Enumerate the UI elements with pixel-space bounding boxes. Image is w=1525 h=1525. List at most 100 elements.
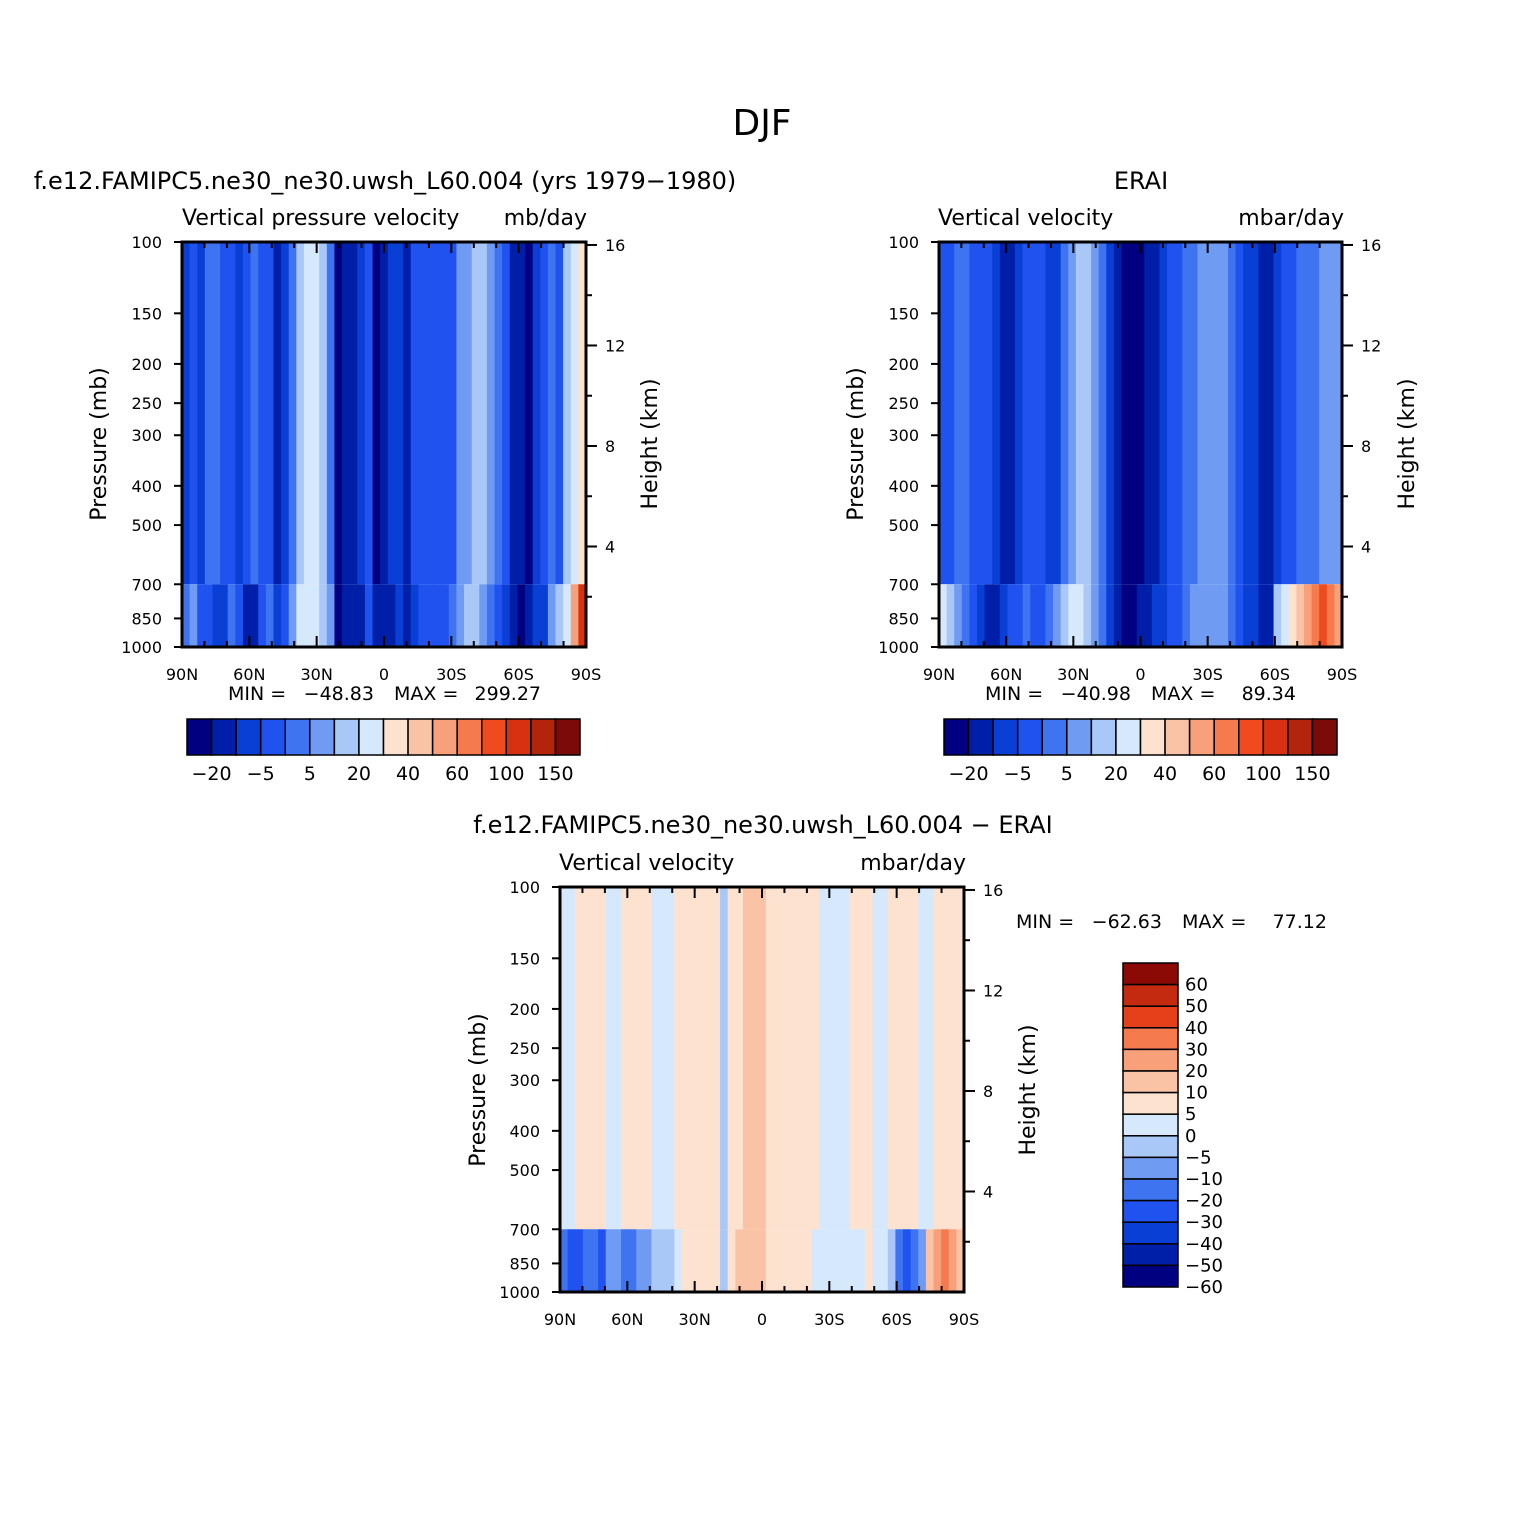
colorbar-swatch — [382, 718, 409, 756]
y-tick-label: 100 — [131, 233, 162, 252]
y-right-tick-label: 4 — [983, 1182, 993, 1201]
heatmap-cell-upper — [525, 242, 534, 585]
heatmap-cell-surface — [1045, 584, 1054, 647]
y-tick-label: 300 — [131, 426, 162, 445]
heatmap-cell-surface — [1075, 584, 1085, 647]
colorbar-label: 0 — [1185, 1126, 1196, 1147]
heatmap-cell-surface — [364, 584, 374, 647]
heatmap-cell-surface — [880, 1229, 889, 1292]
y-right-tick-label: 16 — [1361, 236, 1381, 255]
panel-obs-subtitle-left: Vertical velocity — [938, 206, 1113, 231]
heatmap-cell-upper — [939, 242, 948, 585]
heatmap-cell-surface — [1212, 584, 1221, 647]
panel-model-heatmap — [182, 242, 587, 647]
heatmap-cell-upper — [395, 242, 404, 585]
panel-obs-min-value: −40.98 — [1061, 683, 1131, 705]
heatmap-cell-upper — [456, 242, 465, 585]
colorbar-swatch — [1122, 1005, 1179, 1029]
colorbar-swatch — [1213, 718, 1240, 756]
y-tick-label: 100 — [509, 878, 540, 897]
colorbar-swatch — [1122, 962, 1179, 986]
heatmap-cell-surface — [992, 584, 1001, 647]
x-tick-label: 90N — [544, 1310, 576, 1329]
heatmap-cell-surface — [1326, 584, 1335, 647]
y-right-tick-label: 8 — [983, 1082, 993, 1101]
heatmap-cell-surface — [681, 1229, 691, 1292]
heatmap-cell-upper — [636, 887, 645, 1230]
heatmap-cell-surface — [1197, 584, 1206, 647]
colorbar-swatch — [1122, 1135, 1179, 1159]
heatmap-cell-surface — [288, 584, 297, 647]
heatmap-cell-surface — [1151, 584, 1161, 647]
panel-obs-min-label: MIN = — [985, 683, 1043, 705]
heatmap-cell-upper — [742, 887, 752, 1230]
colorbar-label: −30 — [1185, 1212, 1223, 1233]
y-tick-label: 250 — [131, 394, 162, 413]
heatmap-cell-upper — [567, 887, 576, 1230]
colorbar-label: −20 — [192, 763, 232, 785]
heatmap-cell-upper — [590, 887, 599, 1230]
x-tick-label: 90N — [923, 665, 955, 684]
heatmap-cell-upper — [555, 242, 564, 585]
panel-obs-max-label: MAX = — [1151, 683, 1215, 705]
heatmap-cell-upper — [1121, 242, 1130, 585]
heatmap-cell-surface — [1068, 584, 1077, 647]
heatmap-cell-surface — [613, 1229, 622, 1292]
x-tick-label: 0 — [1135, 665, 1145, 684]
heatmap-cell-surface — [380, 584, 389, 647]
panel-diff-title: f.e12.FAMIPC5.ne30_ne30.uwsh_L60.004 − E… — [473, 811, 1053, 839]
heatmap-cell-surface — [1022, 584, 1031, 647]
panel-model: f.e12.FAMIPC5.ne30_ne30.uwsh_L60.004 (yr… — [34, 167, 737, 785]
heatmap-cell-surface — [925, 1229, 935, 1292]
heatmap-cell-surface — [464, 584, 473, 647]
heatmap-cell-surface — [567, 1229, 576, 1292]
heatmap-cell-upper — [918, 887, 927, 1230]
heatmap-cell-upper — [750, 887, 759, 1230]
heatmap-cell-upper — [281, 242, 290, 585]
y-tick-label: 850 — [509, 1254, 540, 1273]
colorbar-swatch — [1066, 718, 1093, 756]
colorbar-label: 5 — [304, 763, 316, 785]
heatmap-cell-upper — [605, 887, 614, 1230]
heatmap-cell-upper — [834, 887, 843, 1230]
heatmap-cell-surface — [448, 584, 458, 647]
y-tick-label: 300 — [509, 1071, 540, 1090]
heatmap-cell-upper — [570, 242, 579, 585]
heatmap-cell-surface — [395, 584, 404, 647]
x-tick-label: 60S — [1260, 665, 1291, 684]
panel-diff-axes: 90N 60N 30N 0 30S 60S 90S 100 150 200 250 300 400 500… — [499, 878, 1003, 1329]
heatmap-cell-surface — [1167, 584, 1176, 647]
colorbar-label: −20 — [949, 763, 989, 785]
heatmap-cell-surface — [502, 584, 511, 647]
colorbar-label: 60 — [445, 763, 469, 785]
heatmap-cell-surface — [918, 1229, 927, 1292]
heatmap-cell-upper — [727, 887, 736, 1230]
y-tick-label: 200 — [509, 1000, 540, 1019]
heatmap-cell-upper — [288, 242, 297, 585]
heatmap-cell-upper — [1083, 242, 1092, 585]
heatmap-cell-upper — [502, 242, 511, 585]
colorbar-swatch — [1122, 1264, 1179, 1288]
heatmap-cell-surface — [403, 584, 412, 647]
colorbar-swatch — [1115, 718, 1142, 756]
heatmap-cell-surface — [781, 1229, 790, 1292]
heatmap-cell-surface — [1106, 584, 1115, 647]
heatmap-cell-upper — [659, 887, 668, 1230]
colorbar-swatch — [1016, 718, 1044, 756]
heatmap-cell-surface — [941, 1229, 950, 1292]
panel-diff-max-label: MAX = — [1182, 911, 1246, 933]
heatmap-cell-surface — [1281, 584, 1290, 647]
heatmap-cell-surface — [977, 584, 986, 647]
y-tick-label: 300 — [888, 426, 919, 445]
heatmap-cell-surface — [387, 584, 397, 647]
heatmap-cell-upper — [494, 242, 503, 585]
heatmap-cell-upper — [250, 242, 259, 585]
heatmap-cell-upper — [1068, 242, 1077, 585]
heatmap-cell-surface — [704, 1229, 714, 1292]
heatmap-cell-surface — [903, 1229, 912, 1292]
heatmap-cell-upper — [796, 887, 805, 1230]
heatmap-cell-upper — [781, 887, 790, 1230]
heatmap-cell-surface — [788, 1229, 797, 1292]
heatmap-cell-upper — [235, 242, 244, 585]
heatmap-cell-upper — [380, 242, 389, 585]
